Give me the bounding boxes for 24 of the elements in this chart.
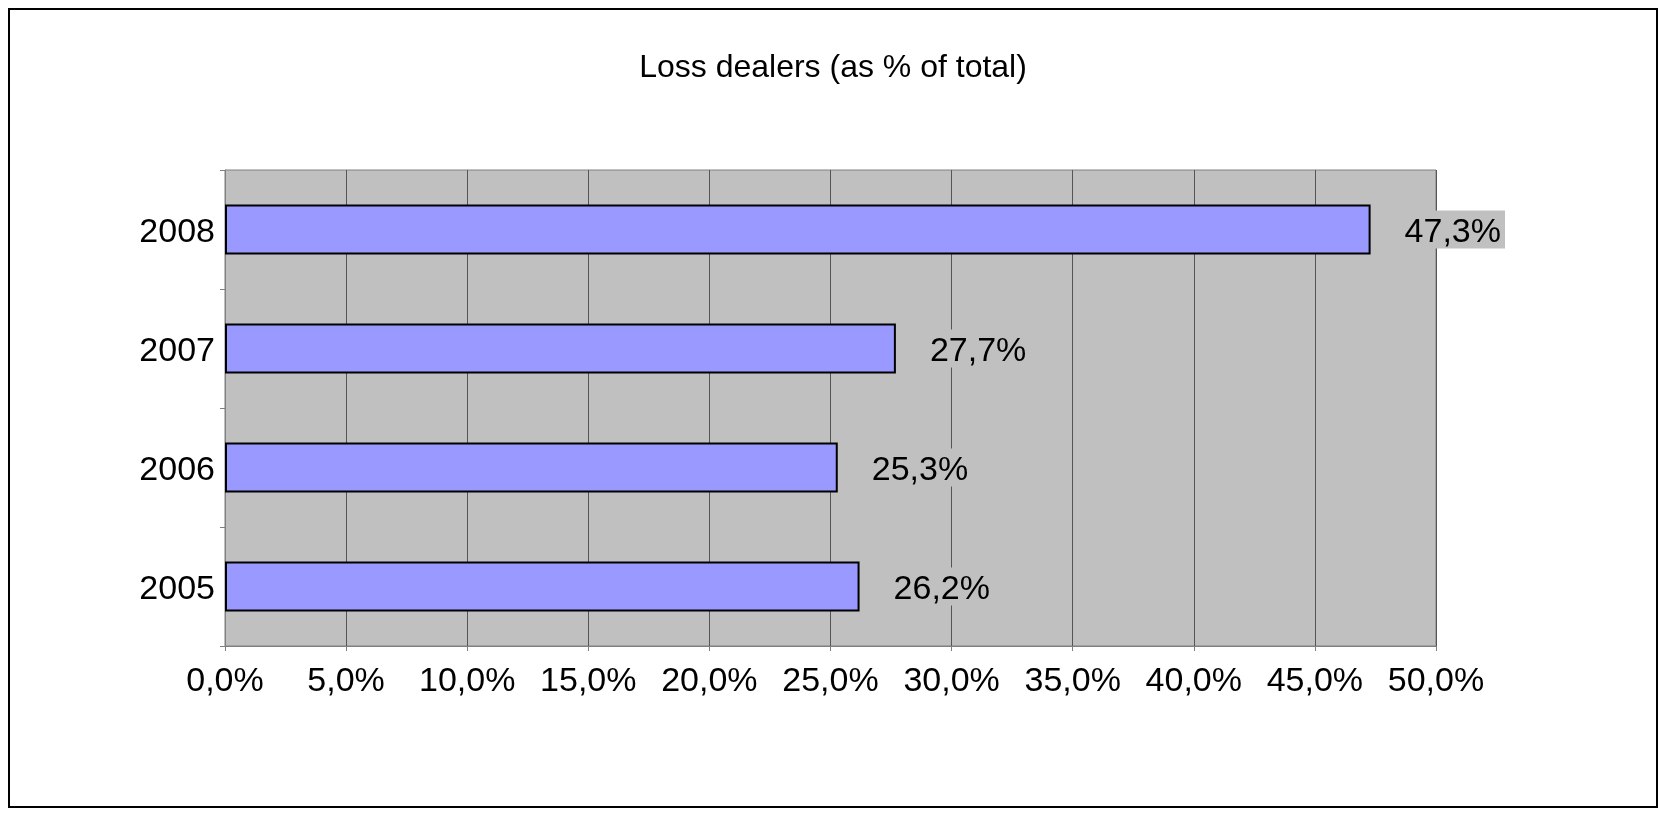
y-tick-label: 2006 — [139, 448, 215, 487]
y-tick-label: 2005 — [139, 567, 215, 606]
data-label: 27,7% — [929, 329, 1027, 368]
data-label: 47,3% — [1404, 210, 1502, 249]
y-tick-label: 2008 — [139, 210, 215, 249]
x-tick-label: 10,0% — [419, 660, 516, 698]
x-tick-label: 25,0% — [782, 660, 879, 698]
bar — [225, 561, 860, 612]
y-tick-label: 2007 — [139, 329, 215, 368]
bar — [225, 323, 896, 374]
x-tick-label: 5,0% — [307, 660, 385, 698]
x-tick-label: 20,0% — [661, 660, 758, 698]
x-tick-label: 0,0% — [186, 660, 264, 698]
data-label: 25,3% — [871, 448, 969, 487]
x-tick-label: 30,0% — [903, 660, 1000, 698]
x-tick-label: 50,0% — [1387, 660, 1485, 698]
x-tick-label: 40,0% — [1145, 660, 1242, 698]
x-tick-label: 45,0% — [1266, 660, 1364, 698]
data-label: 26,2% — [893, 567, 990, 606]
x-tick-label: 35,0% — [1024, 660, 1121, 698]
chart-title: Loss dealers (as % of total) — [639, 48, 1027, 84]
x-tick-label: 15,0% — [540, 660, 637, 698]
bar — [225, 204, 1371, 255]
bar — [225, 442, 838, 493]
